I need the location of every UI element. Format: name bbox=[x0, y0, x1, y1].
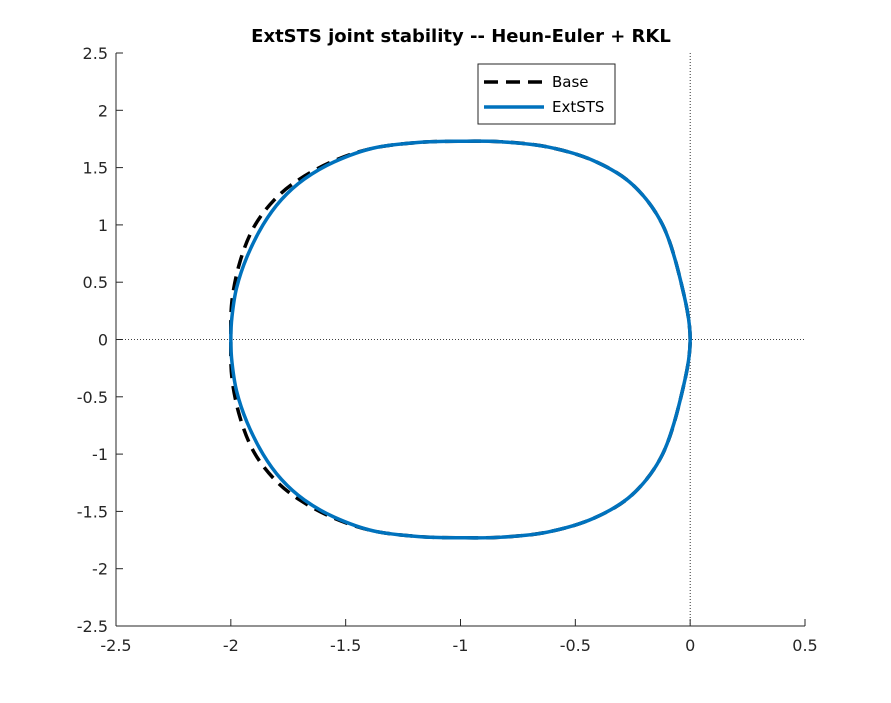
y-tick-label: 0.5 bbox=[83, 273, 108, 292]
x-tick-label: -2 bbox=[223, 636, 239, 655]
x-tick-label: -1 bbox=[453, 636, 469, 655]
y-tick-label: 0 bbox=[98, 331, 108, 350]
legend-label-extsts: ExtSTS bbox=[552, 98, 604, 116]
y-tick-label: 1.5 bbox=[83, 159, 108, 178]
y-tick-label: 2.5 bbox=[83, 44, 108, 63]
y-tick-label: -2 bbox=[92, 560, 108, 579]
y-tick-label: -1 bbox=[92, 445, 108, 464]
x-tick-label: -1.5 bbox=[330, 636, 361, 655]
x-tick-label: 0.5 bbox=[792, 636, 817, 655]
series-layer bbox=[229, 139, 692, 540]
series-extsts-line bbox=[229, 139, 692, 540]
legend-label-base: Base bbox=[552, 73, 589, 91]
x-tick-label: -0.5 bbox=[560, 636, 591, 655]
x-tick-label: -2.5 bbox=[100, 636, 131, 655]
legend: Base ExtSTS bbox=[477, 63, 616, 125]
y-tick-label: 1 bbox=[98, 216, 108, 235]
y-tick-label: -1.5 bbox=[77, 502, 108, 521]
axes: -2.5 -2 -1.5 -1 -0.5 0 0.5 -2.5 -2 -1.5 -1 -0.5 0 0.5… bbox=[77, 44, 818, 655]
x-tick-label: 0 bbox=[685, 636, 695, 655]
y-tick-label: 2 bbox=[98, 101, 108, 120]
chart-title: ExtSTS joint stability -- Heun-Euler + R… bbox=[251, 26, 671, 47]
legend-box bbox=[477, 63, 616, 125]
y-tick-label: -0.5 bbox=[77, 388, 108, 407]
y-tick-label: -2.5 bbox=[77, 617, 108, 636]
